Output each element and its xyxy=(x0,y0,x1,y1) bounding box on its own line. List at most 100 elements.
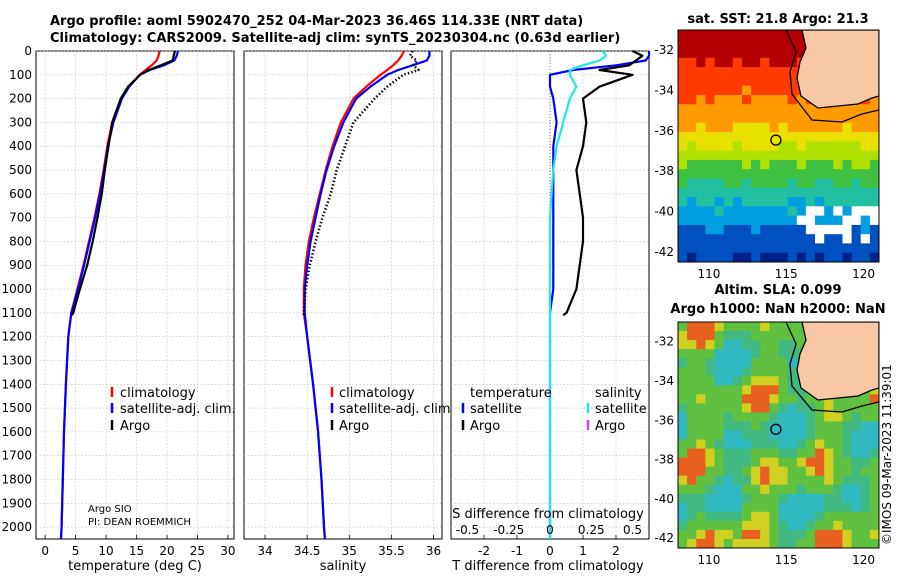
heatmap-cell xyxy=(742,104,752,115)
heatmap-cell xyxy=(869,132,879,142)
heatmap-cell xyxy=(787,376,798,386)
heatmap-cell xyxy=(732,439,743,450)
heatmap-cell xyxy=(696,215,706,226)
heatmap-cell xyxy=(778,48,789,59)
heatmap-cell xyxy=(815,448,825,459)
heatmap-cell xyxy=(796,385,807,395)
heatmap-cell xyxy=(860,113,871,124)
heatmap-cell xyxy=(751,252,761,262)
heatmap-cell xyxy=(851,484,862,495)
heatmap-cell xyxy=(678,349,688,359)
heatmap-cell xyxy=(787,234,798,245)
heatmap-cell xyxy=(787,511,798,522)
heatmap-cell xyxy=(687,159,697,170)
heatmap-cell xyxy=(751,215,761,226)
heatmap-cell xyxy=(760,322,770,332)
heatmap-cell xyxy=(696,529,706,540)
heatmap-cell xyxy=(714,493,725,504)
heatmap-cell xyxy=(705,187,716,198)
heatmap-cell xyxy=(851,243,862,254)
heatmap-cell xyxy=(696,421,706,431)
heatmap-cell xyxy=(714,439,725,450)
heatmap-cell xyxy=(833,122,843,133)
heatmap-cell xyxy=(778,159,789,170)
heatmap-cell xyxy=(705,367,716,377)
heatmap-cell xyxy=(678,206,688,217)
heatmap-cell xyxy=(796,243,807,254)
heatmap-cell xyxy=(787,224,798,235)
heatmap-cell xyxy=(751,141,761,152)
heatmap-cell xyxy=(760,104,770,115)
heatmap-cell xyxy=(760,539,770,548)
heatmap-cell xyxy=(869,224,879,235)
heatmap-cell xyxy=(815,529,825,540)
heatmap-cell xyxy=(678,113,688,124)
heatmap-cell xyxy=(723,141,734,152)
heatmap-cell xyxy=(678,322,688,332)
heatmap-cell xyxy=(842,141,853,152)
heatmap-cell xyxy=(678,403,688,413)
heatmap-cell xyxy=(732,493,743,504)
heatmap-cell xyxy=(778,39,789,50)
heatmap-cell xyxy=(833,159,843,170)
heatmap-cell xyxy=(833,234,843,245)
heatmap-cell xyxy=(687,206,697,217)
heatmap-cell xyxy=(805,178,816,189)
heatmap-cell xyxy=(723,159,734,170)
heatmap-cell xyxy=(842,394,853,404)
heatmap-cell xyxy=(769,466,780,477)
heatmap-cell xyxy=(742,466,752,477)
heatmap-cell xyxy=(760,95,770,105)
heatmap-cell xyxy=(860,197,871,207)
heatmap-cell xyxy=(678,439,688,450)
y-tick-label: 800 xyxy=(9,234,32,248)
heatmap-cell xyxy=(769,475,780,486)
heatmap-cell xyxy=(869,206,879,217)
heatmap-cell xyxy=(760,85,770,96)
legend-label-satellite: satellite-adj. clim. xyxy=(339,402,455,417)
heatmap-cell xyxy=(687,187,697,198)
heatmap-cell xyxy=(696,187,706,198)
heatmap-cell xyxy=(769,30,780,40)
temperature-tick-labels: 0 5 10 15 20 25 300100200300400500600700800900… xyxy=(1,44,235,558)
heatmap-cell xyxy=(705,150,716,161)
heatmap-cell xyxy=(869,511,879,522)
heatmap-cell xyxy=(714,206,725,217)
y-tick-label: 300 xyxy=(9,115,32,129)
heatmap-cell xyxy=(723,197,734,207)
heatmap-cell xyxy=(678,48,688,59)
heatmap-cell xyxy=(760,349,770,359)
y-tick-label: 1900 xyxy=(1,496,32,510)
heatmap-cell xyxy=(787,67,798,77)
heatmap-cell xyxy=(742,197,752,207)
difference-x2label: S difference from climatology xyxy=(452,507,644,522)
heatmap-cell xyxy=(796,113,807,124)
heatmap-cell xyxy=(705,322,716,332)
heatmap-cell xyxy=(796,132,807,142)
temperature-grid xyxy=(36,50,234,539)
heatmap-cell xyxy=(732,48,743,59)
map-y-tick-label: -34 xyxy=(654,84,674,98)
heatmap-cell xyxy=(842,457,853,468)
heatmap-cell xyxy=(705,57,716,68)
heatmap-cell xyxy=(760,475,770,486)
heatmap-cell xyxy=(705,493,716,504)
heatmap-cell xyxy=(714,85,725,96)
heatmap-cell xyxy=(824,493,834,504)
sst-coastline-contour xyxy=(785,30,879,123)
heatmap-cell xyxy=(696,104,706,115)
heatmap-cell xyxy=(723,224,734,235)
heatmap-cell xyxy=(723,252,734,262)
heatmap-cell xyxy=(833,187,843,198)
heatmap-cell xyxy=(787,457,798,468)
heatmap-cell xyxy=(778,358,789,368)
heatmap-cell xyxy=(860,169,871,180)
heatmap-cell xyxy=(751,178,761,189)
heatmap-cell xyxy=(760,48,770,59)
heatmap-cell xyxy=(860,150,871,161)
heatmap-cell xyxy=(851,150,862,161)
heatmap-cell xyxy=(687,475,697,486)
y-tick-label: 1200 xyxy=(1,330,32,344)
heatmap-cell xyxy=(678,187,688,198)
heatmap-cell xyxy=(787,30,798,40)
